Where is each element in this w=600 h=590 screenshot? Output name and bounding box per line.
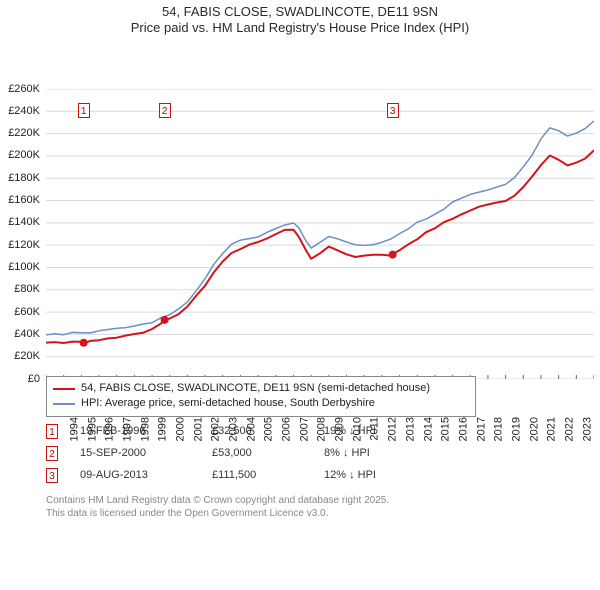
x-tick-label: 2014 <box>422 417 434 441</box>
y-tick-label: £240K <box>8 105 40 117</box>
y-axis: £0£20K£40K£60K£80K£100K£120K£140K£160K£1… <box>0 89 44 379</box>
sales-row-index: 3 <box>46 468 58 483</box>
sale-marker-dot <box>389 250 397 258</box>
chart-title-block: 54, FABIS CLOSE, SWADLINCOTE, DE11 9SN P… <box>0 0 600 37</box>
x-tick-label: 2019 <box>510 417 522 441</box>
sales-row-price: £111,500 <box>212 469 302 481</box>
x-tick-label: 2015 <box>440 417 452 441</box>
y-tick-label: £160K <box>8 194 40 206</box>
chart-title-line2: Price paid vs. HM Land Registry's House … <box>0 20 600 36</box>
attribution: Contains HM Land Registry data © Crown c… <box>46 494 389 520</box>
legend: 54, FABIS CLOSE, SWADLINCOTE, DE11 9SN (… <box>46 376 476 417</box>
sales-row-delta: 8% ↓ HPI <box>324 447 414 459</box>
plot-area: 1 2 3 <box>46 89 594 379</box>
sales-row: 1 19-FEB-1996 £32,500 19% ↓ HPI <box>46 420 414 442</box>
sales-row-delta: 19% ↓ HPI <box>324 425 414 437</box>
x-tick-label: 2018 <box>493 417 505 441</box>
x-tick-label: 2020 <box>528 417 540 441</box>
x-tick-label: 2022 <box>563 417 575 441</box>
x-tick-label: 2023 <box>581 417 593 441</box>
sales-row-date: 09-AUG-2013 <box>80 469 190 481</box>
x-tick-label: 2017 <box>475 417 487 441</box>
sale-marker-box: 1 <box>78 103 90 118</box>
legend-label: 54, FABIS CLOSE, SWADLINCOTE, DE11 9SN (… <box>81 381 430 396</box>
sales-row: 3 09-AUG-2013 £111,500 12% ↓ HPI <box>46 464 414 486</box>
sales-row-delta: 12% ↓ HPI <box>324 469 414 481</box>
y-tick-label: £100K <box>8 261 40 273</box>
legend-row: 54, FABIS CLOSE, SWADLINCOTE, DE11 9SN (… <box>53 381 469 396</box>
chart-container: 54, FABIS CLOSE, SWADLINCOTE, DE11 9SN P… <box>0 0 600 590</box>
sales-row-price: £53,000 <box>212 447 302 459</box>
y-tick-label: £40K <box>14 328 40 340</box>
sales-row-date: 19-FEB-1996 <box>80 425 190 437</box>
y-tick-label: £220K <box>8 127 40 139</box>
y-tick-label: £260K <box>8 83 40 95</box>
sale-marker-dot <box>80 338 88 346</box>
y-tick-label: £200K <box>8 149 40 161</box>
sale-marker-dot <box>161 315 169 323</box>
chart-title-line1: 54, FABIS CLOSE, SWADLINCOTE, DE11 9SN <box>0 4 600 20</box>
sales-row-price: £32,500 <box>212 425 302 437</box>
attribution-line2: This data is licensed under the Open Gov… <box>46 507 389 520</box>
y-tick-label: £0 <box>28 373 40 385</box>
y-tick-label: £80K <box>14 283 40 295</box>
x-tick-label: 2021 <box>546 417 558 441</box>
plot-svg <box>46 89 594 379</box>
sales-row-index: 1 <box>46 424 58 439</box>
series-hpi <box>46 120 594 334</box>
legend-row: HPI: Average price, semi-detached house,… <box>53 396 469 411</box>
legend-swatch <box>53 403 75 405</box>
y-tick-label: £60K <box>14 306 40 318</box>
legend-label: HPI: Average price, semi-detached house,… <box>81 396 375 411</box>
sales-row-date: 15-SEP-2000 <box>80 447 190 459</box>
attribution-line1: Contains HM Land Registry data © Crown c… <box>46 494 389 507</box>
sale-marker-box: 3 <box>387 103 399 118</box>
sales-row-index: 2 <box>46 446 58 461</box>
x-tick-label: 2016 <box>457 417 469 441</box>
y-tick-label: £180K <box>8 172 40 184</box>
y-tick-label: £120K <box>8 239 40 251</box>
sales-table: 1 19-FEB-1996 £32,500 19% ↓ HPI 2 15-SEP-2000… <box>46 420 414 486</box>
sales-row: 2 15-SEP-2000 £53,000 8% ↓ HPI <box>46 442 414 464</box>
y-tick-label: £140K <box>8 216 40 228</box>
y-tick-label: £20K <box>14 350 40 362</box>
sale-marker-box: 2 <box>159 103 171 118</box>
legend-swatch <box>53 388 75 390</box>
